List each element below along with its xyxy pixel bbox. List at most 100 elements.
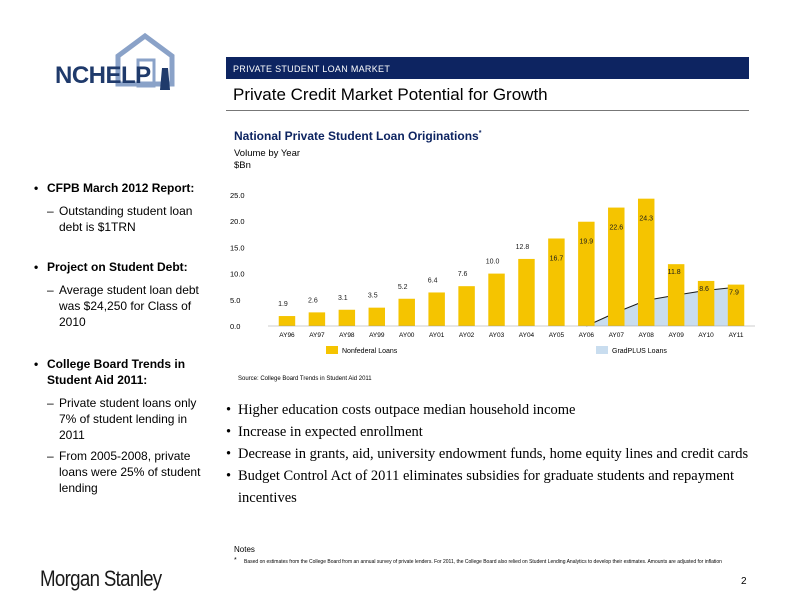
sidebar-item: From 2005-2008, private loans were 25% o… [34,448,209,496]
x-tick-label: AY07 [609,332,625,339]
notes-mark: * [234,557,237,564]
chart-title-footnote-mark: * [478,130,482,137]
y-tick-label: 25.0 [230,191,245,200]
sidebar-heading: Project on Student Debt: [34,259,209,275]
sidebar-item: Private student loans only 7% of student… [34,395,209,443]
data-label-box [395,282,410,291]
nonfederal-bar [278,316,296,326]
x-tick-label: AY98 [339,332,355,339]
data-label: 5.2 [398,284,408,291]
page-number: 2 [741,576,747,587]
legend-label-nonfederal: Nonfederal Loans [342,348,398,355]
data-label: 11.8 [668,269,681,276]
data-label-box [485,257,500,266]
driver-point: Higher education costs outpace median ho… [226,399,756,421]
growth-drivers-list: Higher education costs outpace median ho… [226,399,756,509]
x-tick-label: AY00 [399,332,415,339]
x-tick-label: AY02 [459,332,475,339]
x-tick-label: AY03 [489,332,505,339]
nonfederal-bar [398,298,415,326]
data-label: 24.3 [639,216,653,223]
x-tick-label: AY96 [279,332,295,339]
legend-swatch-gradplus [596,346,608,354]
data-label: 22.6 [609,225,623,232]
y-tick-label: 0.0 [230,322,240,331]
data-label-box [515,242,530,251]
section-header-bar: PRIVATE STUDENT LOAN MARKET [226,57,749,79]
x-tick-label: AY99 [369,332,385,339]
nonfederal-bar [518,258,535,326]
data-label-box [305,296,320,305]
data-label: 10.0 [486,259,500,266]
nonfederal-bar [548,238,565,326]
x-tick-label: AY10 [698,332,714,339]
y-tick-label: 15.0 [230,243,245,252]
data-label: 8.6 [699,286,709,293]
chart-title: National Private Student Loan Originatio… [234,129,482,143]
data-label: 2.6 [308,297,318,304]
data-label-box [275,300,290,309]
data-label: 7.9 [729,290,739,297]
x-tick-label: AY05 [549,332,565,339]
data-label-box [455,270,470,279]
chart-subtitle-unit: $Bn [234,160,251,171]
nonfederal-bar [608,207,625,326]
originations-bar-chart: 25.0 20.0 15.0 10.0 5.0 0.0 1.9 AY96 2.6 AY97 3.1 A… [230,191,755,355]
legend-swatch-nonfederal [326,346,338,354]
driver-point: Budget Control Act of 2011 eliminates su… [226,465,756,509]
x-tick-label: AY09 [668,332,684,339]
legend-label-gradplus: GradPLUS Loans [612,348,667,355]
sidebar-group: Project on Student Debt: Average student… [34,259,209,330]
y-tick-label: 10.0 [230,270,245,279]
x-tick-label: AY08 [639,332,655,339]
sidebar-item: Outstanding student loan debt is $1TRN [34,203,209,235]
nonfederal-bar [428,292,445,326]
data-label: 12.8 [516,244,530,251]
x-tick-label: AY97 [309,332,325,339]
data-label: 19.9 [580,239,594,246]
nonfederal-bar [578,221,595,326]
driver-point: Decrease in grants, aid, university endo… [226,443,756,465]
nonfederal-bar [488,273,505,326]
data-label: 6.4 [428,277,438,284]
data-label-box [365,291,380,300]
nonfederal-bar [458,286,475,326]
chart-subtitle-volume: Volume by Year [234,148,301,159]
data-label: 1.9 [278,301,288,308]
sidebar-group: College Board Trends in Student Aid 2011… [34,356,209,496]
sidebar-group: CFPB March 2012 Report: Outstanding stud… [34,180,209,235]
title-divider [226,110,749,111]
nchelp-logo-icon [115,32,175,90]
nonfederal-bar [697,280,715,326]
page-title: Private Credit Market Potential for Grow… [233,85,548,104]
y-tick-label: 20.0 [230,217,245,226]
nonfederal-bar [308,312,326,326]
x-tick-label: AY06 [579,332,595,339]
data-label-box [425,276,440,285]
morgan-stanley-logo: Morgan Stanley [40,566,162,591]
data-label-box [335,293,350,302]
nonfederal-bar [368,307,386,326]
x-tick-label: AY01 [429,332,445,339]
nonfederal-bar [667,264,685,326]
logo-text: NCHELP [55,62,151,89]
chart-subtitle: Volume by Year $Bn [234,148,300,172]
data-label: 16.7 [550,255,564,262]
sidebar-heading: College Board Trends in Student Aid 2011… [34,356,209,388]
data-label: 7.6 [458,271,468,278]
sidebar-item: Average student loan debt was $24,250 fo… [34,282,209,330]
nonfederal-bar [338,309,356,326]
x-tick-label: AY11 [729,332,744,339]
x-tick-label: AY04 [519,332,535,339]
notes-text: Based on estimates from the College Boar… [244,559,722,565]
nonfederal-bar [637,198,655,326]
data-label: 3.1 [338,295,348,302]
notes-label: Notes [234,545,255,554]
nonfederal-bar [727,284,745,326]
data-label: 3.5 [368,293,378,300]
sidebar-facts: CFPB March 2012 Report: Outstanding stud… [34,180,209,496]
sidebar-heading: CFPB March 2012 Report: [34,180,209,196]
chart-source: Source: College Board Trends in Student … [238,376,372,382]
driver-point: Increase in expected enrollment [226,421,756,443]
y-tick-label: 5.0 [230,296,240,305]
